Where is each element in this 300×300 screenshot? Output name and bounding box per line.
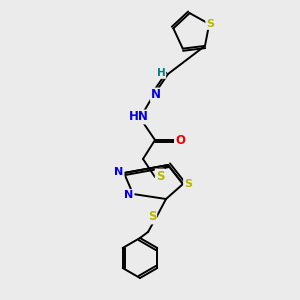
Text: S: S [206, 19, 214, 29]
Text: S: S [148, 211, 156, 224]
Text: O: O [175, 134, 185, 146]
Text: HN: HN [129, 110, 149, 124]
Text: H: H [157, 68, 165, 78]
Text: N: N [124, 190, 134, 200]
Text: S: S [184, 179, 192, 189]
Text: N: N [151, 88, 161, 101]
Text: N: N [114, 167, 124, 177]
Text: S: S [156, 169, 164, 182]
